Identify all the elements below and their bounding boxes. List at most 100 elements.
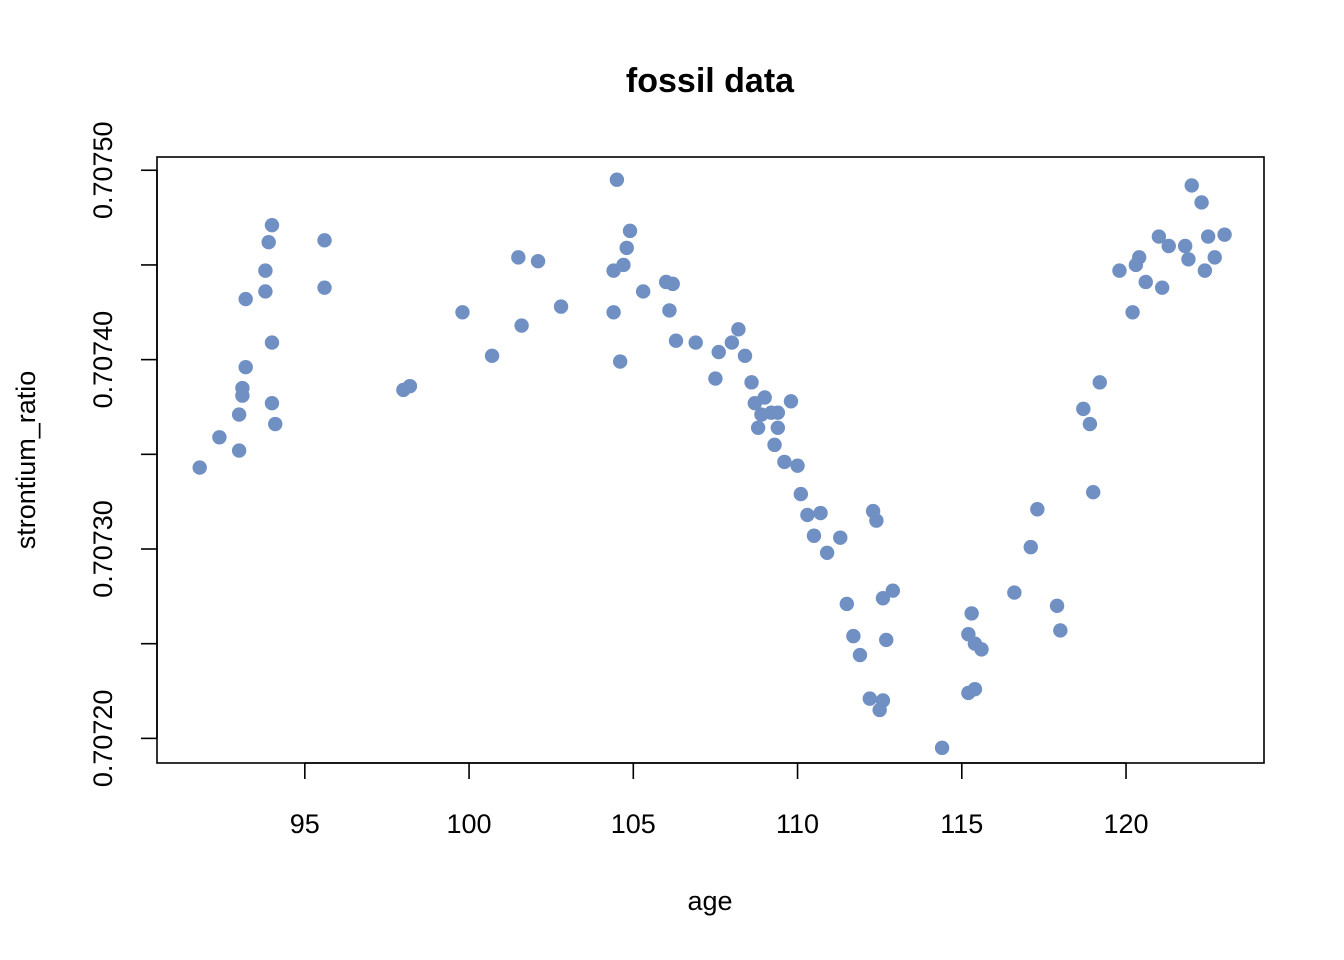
data-point: [1177, 238, 1193, 254]
data-point: [737, 348, 753, 364]
data-point: [875, 591, 891, 606]
data-point: [964, 606, 979, 621]
data-point: [402, 378, 418, 394]
data-point: [317, 233, 332, 248]
data-point: [875, 693, 891, 708]
x-axis: 95 100 105 110 115 120: [290, 762, 1149, 839]
data-point: [711, 344, 726, 360]
x-tick-label: 115: [940, 809, 983, 839]
data-point: [1131, 250, 1147, 265]
y-axis-label: strontium_ratio: [11, 371, 41, 550]
data-point: [813, 505, 828, 521]
y-axis: 0.70720 0.70730 0.70740 0.70750: [88, 121, 158, 788]
data-point: [967, 681, 983, 697]
data-point: [1200, 229, 1216, 244]
data-point: [1092, 375, 1107, 390]
data-point: [934, 740, 950, 756]
data-point: [770, 420, 786, 436]
data-point: [1007, 585, 1022, 600]
y-tick-label: 0.70730: [88, 500, 118, 598]
data-point: [1085, 484, 1101, 500]
data-point: [553, 299, 569, 314]
data-point: [1217, 227, 1232, 242]
data-point: [819, 545, 835, 560]
data-point: [770, 405, 786, 420]
data-point: [757, 390, 772, 405]
data-point: [839, 596, 855, 612]
data-point: [852, 647, 868, 663]
data-point: [455, 305, 470, 320]
chart-title: fossil data: [626, 62, 795, 100]
data-point: [622, 223, 638, 239]
data-point: [750, 420, 766, 436]
x-tick-label: 95: [290, 809, 320, 839]
data-point: [1154, 280, 1170, 295]
data-point: [514, 318, 529, 333]
data-point: [793, 486, 809, 502]
data-point: [192, 460, 207, 475]
data-point: [974, 642, 989, 657]
data-point: [688, 335, 703, 350]
data-point: [767, 437, 782, 453]
data-point: [665, 276, 680, 292]
plot-frame: [156, 156, 1265, 764]
data-point: [268, 416, 283, 432]
data-point: [783, 394, 799, 409]
data-point: [1049, 598, 1065, 614]
data-point: [635, 284, 651, 299]
data-point: [212, 430, 227, 445]
data-point: [885, 583, 901, 598]
data-point: [530, 253, 546, 269]
data-point: [484, 348, 500, 364]
data-point: [731, 322, 746, 337]
data-point: [619, 240, 634, 256]
data-point: [1197, 263, 1213, 278]
data-point: [1161, 238, 1176, 254]
data-point: [1125, 305, 1140, 320]
data-point: [261, 235, 276, 250]
data-point: [264, 217, 280, 233]
data-point: [1194, 195, 1209, 210]
data-point: [606, 305, 621, 320]
x-tick-label: 105: [611, 809, 656, 839]
data-point: [724, 335, 740, 350]
data-point: [609, 172, 625, 187]
x-axis-label: age: [687, 886, 732, 916]
data-point: [846, 628, 861, 644]
data-point: [1023, 539, 1038, 555]
data-point: [1053, 623, 1068, 638]
data-point: [616, 257, 631, 273]
data-points: [192, 172, 1232, 756]
x-tick-label: 110: [776, 809, 819, 839]
data-point: [708, 371, 723, 386]
data-point: [744, 375, 759, 390]
data-point: [800, 507, 815, 523]
data-point: [264, 335, 280, 350]
data-point: [1181, 252, 1196, 267]
data-point: [1151, 229, 1167, 244]
x-tick-label: 120: [1104, 809, 1149, 839]
data-point: [1076, 401, 1091, 417]
data-point: [1184, 178, 1199, 193]
y-tick-label: 0.70750: [88, 121, 118, 219]
data-point: [862, 691, 878, 706]
data-point: [1207, 250, 1222, 265]
data-point: [511, 250, 526, 265]
data-point: [790, 458, 805, 473]
x-tick-label: 100: [447, 809, 492, 839]
data-point: [668, 333, 684, 348]
data-point: [317, 280, 332, 295]
data-point: [662, 303, 677, 318]
data-point: [258, 263, 273, 278]
data-point: [238, 291, 253, 307]
data-point: [806, 528, 822, 543]
data-point: [879, 632, 894, 648]
y-tick-label: 0.70720: [88, 690, 118, 788]
data-point: [1138, 274, 1153, 290]
data-point: [1112, 263, 1127, 278]
data-point: [231, 443, 247, 458]
data-point: [238, 360, 253, 375]
data-point: [231, 407, 247, 422]
data-point: [869, 513, 884, 528]
